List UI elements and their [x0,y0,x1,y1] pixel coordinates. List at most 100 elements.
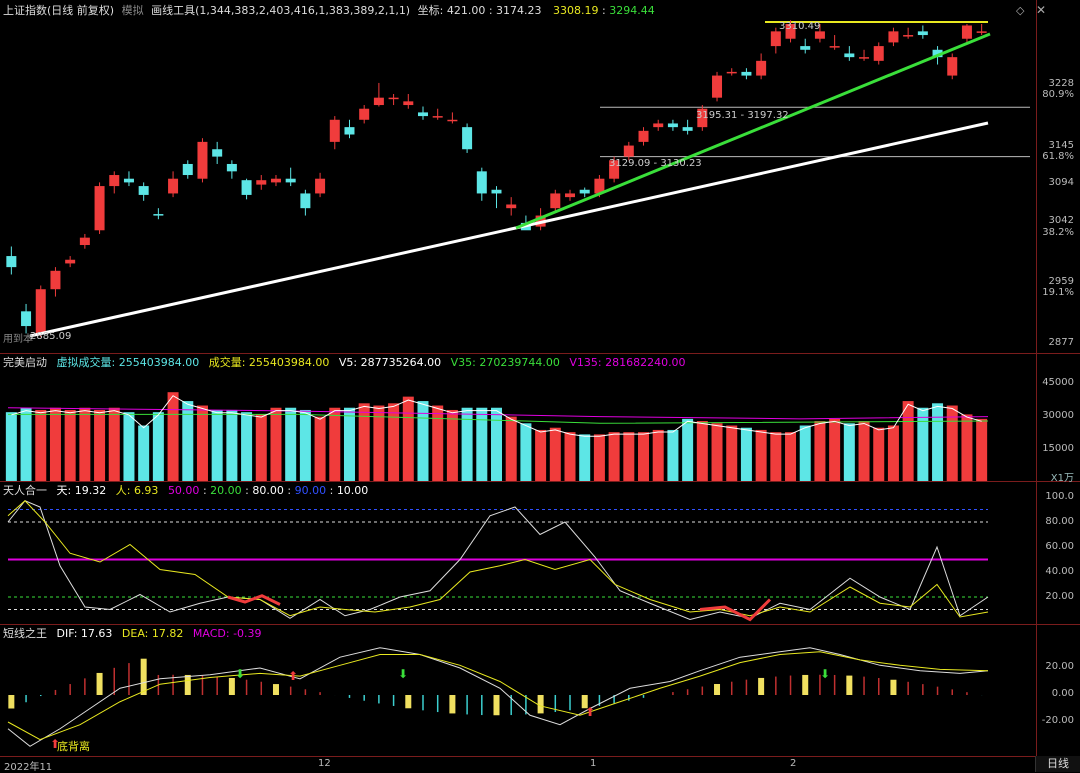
signal-arrow-icon: ⬆ [585,705,595,719]
dea-value: 17.82 [151,627,184,640]
vol-unit: X1万 [1050,473,1074,484]
macd-block [758,677,765,695]
coord-x: 421.00 [446,4,486,17]
candle-body [873,46,884,61]
volume-bar [20,407,32,481]
coord-label: 坐标: [417,4,444,17]
candle-body [285,178,296,183]
candle-body [859,57,870,59]
tianren-header: 天人合一 天: 19.32 人: 6.93 50.00 : 20.00 : 80… [3,484,369,497]
diamond-icon[interactable]: ◇ [1016,4,1025,17]
candle-body [667,123,678,128]
candle-body [462,127,473,150]
candle-body [241,180,252,195]
volume-bar [770,432,782,481]
ren-red-segment [227,594,281,606]
candle-body [491,189,502,194]
signal-arrow-icon: ⬇ [820,667,830,681]
volume-bar [755,429,767,481]
tr-y-tick: 20.00 [1045,591,1074,602]
pane-divider[interactable] [0,481,1080,482]
volume-bar [873,427,885,481]
candle-body [947,57,958,76]
candle-body [212,149,223,157]
candle-body [50,270,61,290]
volume-bar [623,432,635,481]
date-tick: 12 [318,758,331,769]
period-tab-daily[interactable]: 日线 [1035,756,1080,772]
macd-block [846,675,853,695]
candle-body [814,31,825,39]
close-icon[interactable]: ✕ [1036,3,1047,17]
volume-bar [696,421,708,481]
candle-body [35,289,46,334]
volume-bar [49,407,61,481]
range-label: 3195.31 - 3197.32 [696,110,789,121]
vol-indicator-title[interactable]: 完美启动 [3,356,47,369]
vol-y-tick: 30000 [1042,410,1074,421]
candle-body [388,97,399,100]
volume-bar [579,434,591,481]
v5-line [11,395,982,437]
macd-block [272,684,279,695]
volume-bar [241,412,253,481]
volume-bar [358,403,370,481]
pane-divider[interactable] [0,624,1080,625]
volume-bar [638,432,650,481]
macd-y-tick: 0.00 [1051,688,1074,699]
pct-tick: 61.8% [1042,151,1074,162]
mode-label[interactable]: 模拟 [121,4,144,17]
tr-y-tick: 80.00 [1045,516,1074,527]
volume-bar [961,414,973,481]
volume-bar [785,432,797,481]
volume-bar [417,401,429,481]
candle-body [256,180,267,185]
candle-body [182,163,193,176]
candle-body [417,112,428,117]
macd-block [537,695,544,714]
macd-y-tick: 20.00 [1045,661,1074,672]
volume-bar [108,407,120,481]
macd-indicator-title[interactable]: 短线之王 [3,627,47,640]
volume-bar [726,425,738,481]
volume-bar [476,407,488,481]
dif-line [7,647,989,747]
signal-arrow-icon: ⬇ [398,667,408,681]
tian-value: 19.32 [74,484,107,497]
volume-bar [593,434,605,481]
value-1: 3308.19 [553,4,599,17]
volume-bar [64,409,76,481]
volume-bar [976,418,988,481]
candle-body [359,108,370,120]
candle-body [594,178,605,194]
chart-canvas[interactable]: ⬇ ⬇ ⬇ ⬆ ⬆ ⬆ [0,0,1036,756]
pct-tick: 38.2% [1042,227,1074,238]
volume-bar [388,403,400,481]
trendline-white [29,121,989,338]
y-tick: 3042 [1048,215,1074,226]
tr-y-tick: 60.00 [1045,541,1074,552]
tr-indicator-title[interactable]: 天人合一 [3,484,47,497]
volume-bar [167,392,179,481]
volume-bar [152,412,164,481]
volume-bar [94,409,106,481]
candle-body [21,311,32,327]
volume-bar [343,407,355,481]
pane-divider[interactable] [0,353,1080,354]
candle-body [79,237,90,246]
macd-block [96,672,103,695]
high-label: 3310.49 [779,21,821,32]
y-tick: 3145 [1048,140,1074,151]
dea-line [7,651,989,741]
candle-body [903,35,914,37]
candle-body [800,46,811,50]
volume-bar [799,425,811,481]
macd-block [8,695,15,709]
volume-bar [432,405,444,481]
candle-body [373,97,384,106]
volume-bar [667,429,679,481]
candle-body [976,31,987,33]
candle-body [932,49,943,58]
tool-label: 画线工具(1,344,383,2,403,416,1,383,389,2,1,1… [151,4,411,17]
volume-bar [491,407,502,481]
